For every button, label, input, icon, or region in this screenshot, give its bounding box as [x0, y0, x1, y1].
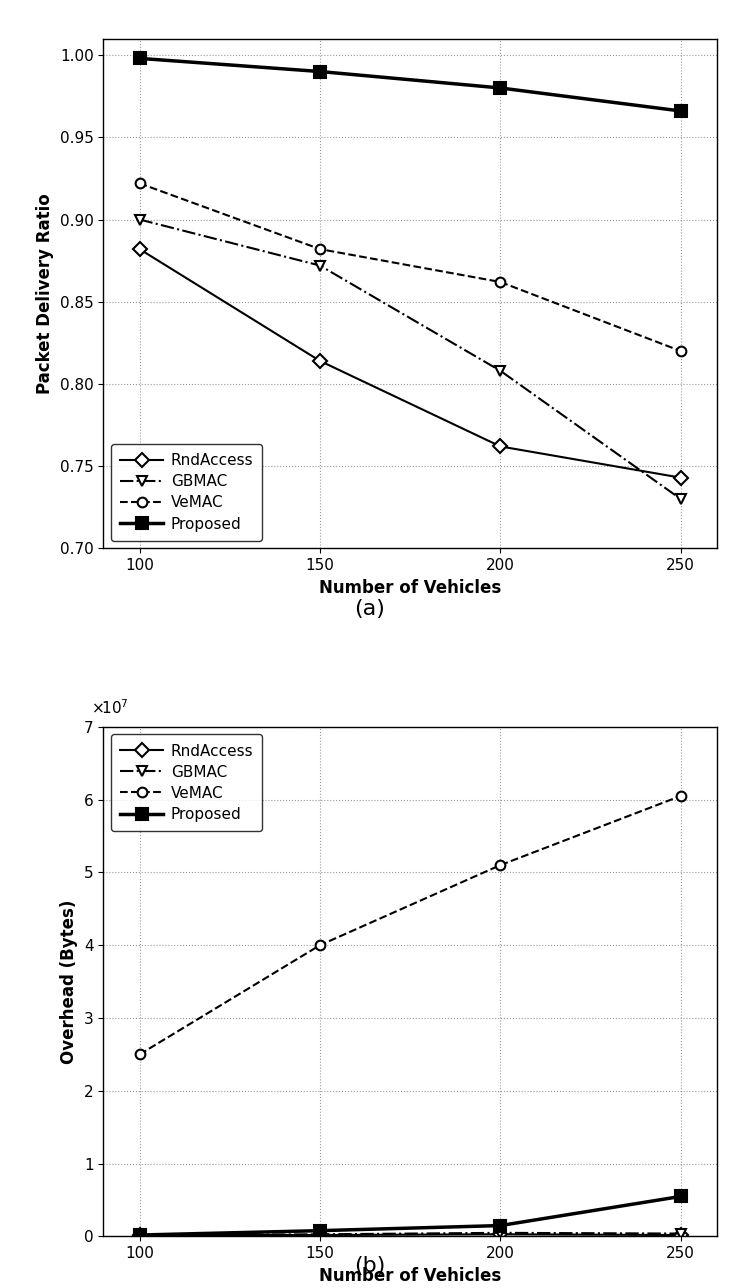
Text: (b): (b) — [354, 1256, 385, 1276]
VeMAC — [496, 858, 505, 873]
GBMAC — [135, 1227, 144, 1243]
VeMAC — [316, 938, 324, 953]
Proposed — [316, 64, 324, 80]
Text: $\times\!10^7$: $\times\!10^7$ — [91, 698, 129, 716]
Y-axis label: Packet Delivery Ratio: Packet Delivery Ratio — [36, 193, 54, 394]
RndAccess — [676, 470, 685, 486]
RndAccess — [496, 439, 505, 455]
Line: Proposed: Proposed — [134, 1191, 687, 1240]
Y-axis label: Overhead (Bytes): Overhead (Bytes) — [61, 899, 78, 1064]
Legend: RndAccess, GBMAC, VeMAC, Proposed: RndAccess, GBMAC, VeMAC, Proposed — [111, 734, 262, 831]
GBMAC — [676, 1226, 685, 1242]
Text: (a): (a) — [354, 599, 385, 620]
Proposed — [496, 1218, 505, 1234]
GBMAC — [676, 491, 685, 506]
Proposed — [676, 1189, 685, 1204]
VeMAC — [676, 788, 685, 804]
RndAccess — [316, 1227, 324, 1243]
VeMAC — [496, 274, 505, 290]
Line: Proposed: Proposed — [134, 53, 687, 116]
RndAccess — [316, 353, 324, 368]
GBMAC — [496, 1225, 505, 1240]
GBMAC — [316, 258, 324, 273]
GBMAC — [316, 1226, 324, 1242]
Proposed — [496, 80, 505, 95]
GBMAC — [496, 363, 505, 379]
Line: GBMAC: GBMAC — [134, 1227, 686, 1240]
RndAccess — [135, 1227, 144, 1243]
Line: RndAccess: RndAccess — [134, 1230, 686, 1240]
VeMAC — [316, 241, 324, 256]
X-axis label: Number of Vehicles: Number of Vehicles — [319, 1267, 501, 1284]
Proposed — [316, 1222, 324, 1238]
X-axis label: Number of Vehicles: Number of Vehicles — [319, 578, 501, 596]
Legend: RndAccess, GBMAC, VeMAC, Proposed: RndAccess, GBMAC, VeMAC, Proposed — [111, 444, 262, 541]
Proposed — [676, 103, 685, 118]
VeMAC — [135, 1047, 144, 1063]
VeMAC — [135, 175, 144, 191]
Proposed — [135, 50, 144, 66]
RndAccess — [676, 1227, 685, 1243]
VeMAC — [676, 344, 685, 359]
GBMAC — [135, 211, 144, 227]
RndAccess — [135, 241, 144, 256]
RndAccess — [496, 1226, 505, 1242]
Line: VeMAC: VeMAC — [134, 179, 686, 355]
Proposed — [135, 1227, 144, 1243]
Line: GBMAC: GBMAC — [134, 215, 686, 504]
Line: VeMAC: VeMAC — [134, 791, 686, 1059]
Line: RndAccess: RndAccess — [134, 245, 686, 483]
